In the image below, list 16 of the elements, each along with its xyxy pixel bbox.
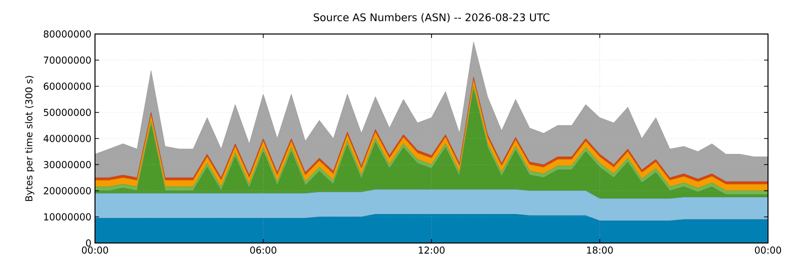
x-tick-label: 12:00 — [418, 246, 445, 254]
x-tick-label: 00:00 — [82, 246, 108, 254]
chart-title: Source AS Numbers (ASN) -- 2026-08-23 UTC — [314, 13, 550, 23]
x-tick-label: 06:00 — [250, 246, 276, 254]
y-tick-label: 80000000 — [44, 30, 91, 38]
y-tick-label: 0 — [86, 239, 91, 247]
x-tick-label: 00:00 — [754, 246, 782, 254]
y-axis-title: Bytes per time slot (300 s) — [25, 76, 34, 201]
y-tick-label: 30000000 — [44, 161, 91, 168]
y-tick-label: 50000000 — [44, 108, 91, 116]
y-tick-label: 20000000 — [44, 187, 91, 194]
y-tick-label: 70000000 — [44, 56, 91, 64]
y-tick-label: 10000000 — [44, 213, 91, 220]
y-tick-label: 40000000 — [44, 134, 91, 142]
x-tick-label: 18:00 — [587, 246, 613, 254]
y-tick-label: 60000000 — [44, 82, 91, 90]
